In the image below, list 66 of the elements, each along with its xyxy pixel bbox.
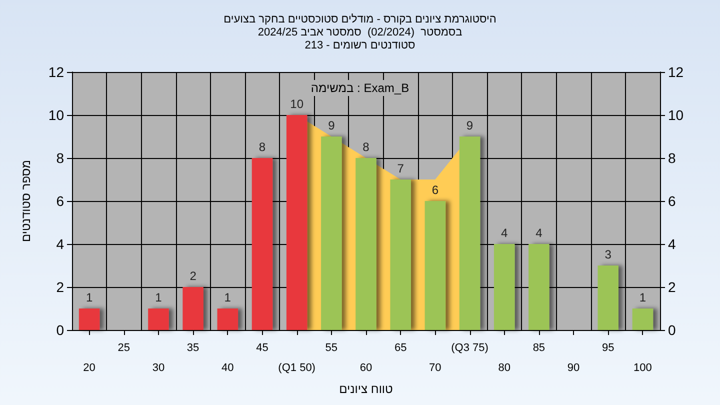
data-label: 1 [224, 290, 232, 304]
y-tick-label: 8 [56, 150, 64, 166]
y-tick-label: 2 [56, 279, 64, 295]
bar [390, 180, 411, 330]
chart-title: היסטוגרמת ציונים בקורס - מודלים סטוכסטיים בחקר בצועים [224, 14, 496, 26]
bar [632, 308, 654, 330]
x-tick-label: 70 [429, 362, 442, 374]
y-tick-label: 0 [56, 322, 64, 338]
bar [459, 136, 480, 330]
bar [78, 308, 100, 330]
bar [356, 158, 376, 330]
data-label: 1 [155, 290, 162, 304]
y-tick-label: 6 [56, 193, 64, 209]
x-axis-title: טווח ציונים [339, 382, 394, 396]
y-tick-label: 10 [48, 107, 64, 123]
data-label: 1 [639, 290, 646, 304]
data-label: 10 [290, 97, 304, 111]
x-tick-label: 100 [634, 362, 652, 374]
x-tick-label: (Q3 75) [451, 342, 488, 354]
x-tick-label: 85 [532, 342, 546, 354]
x-tick-label: 95 [602, 342, 614, 354]
x-tick-label: 60 [360, 362, 372, 374]
bar [528, 244, 550, 330]
y2-tick-label: 12 [668, 64, 684, 80]
data-label: 4 [501, 226, 508, 240]
x-tick-label: 65 [394, 342, 407, 354]
data-label: 8 [362, 140, 370, 154]
x-tick-label: 45 [256, 342, 268, 354]
data-label: 7 [397, 162, 404, 176]
y2-tick-label: 8 [668, 150, 676, 166]
y2-tick-label: 0 [668, 322, 676, 338]
x-tick-label: 30 [152, 362, 165, 374]
x-tick-label: (Q1 50) [278, 362, 316, 374]
bar [321, 136, 342, 330]
data-label: 8 [258, 140, 266, 154]
bar [182, 287, 204, 330]
bar [286, 115, 308, 330]
y-tick-label: 4 [56, 236, 64, 252]
x-tick-label: 25 [118, 342, 130, 354]
y2-tick-label: 10 [668, 107, 684, 123]
data-label: 9 [466, 118, 474, 132]
bar [424, 201, 446, 330]
y2-tick-label: 6 [668, 193, 676, 209]
y2-tick-label: 4 [668, 236, 676, 252]
x-tick-label: 35 [186, 342, 200, 354]
y-tick-label: 12 [48, 64, 64, 80]
annotation: במשימה : Exam_B [310, 81, 410, 95]
x-tick-label: 80 [498, 362, 510, 374]
data-label: 3 [604, 248, 612, 262]
x-tick-label: 90 [567, 362, 580, 374]
bar [598, 266, 618, 330]
chart-subtitle: בסמסטר (02/2024) סמסטר אביב 2024/25 סטודנטים רשומים - 213 [258, 26, 463, 52]
data-label: 2 [190, 269, 197, 283]
data-label: 1 [86, 290, 93, 304]
data-label: 9 [328, 118, 336, 132]
data-label: 6 [432, 183, 439, 197]
bar [217, 308, 238, 330]
bar [148, 308, 169, 330]
x-tick-label: 40 [222, 362, 234, 374]
bar [252, 158, 273, 330]
y2-tick-label: 2 [668, 279, 676, 295]
y-axis-title: מספר סטודנטים [19, 160, 33, 242]
data-label: 4 [536, 226, 543, 240]
x-tick-label: 20 [83, 362, 96, 374]
x-tick-label: 55 [325, 342, 338, 354]
bar [494, 244, 515, 330]
